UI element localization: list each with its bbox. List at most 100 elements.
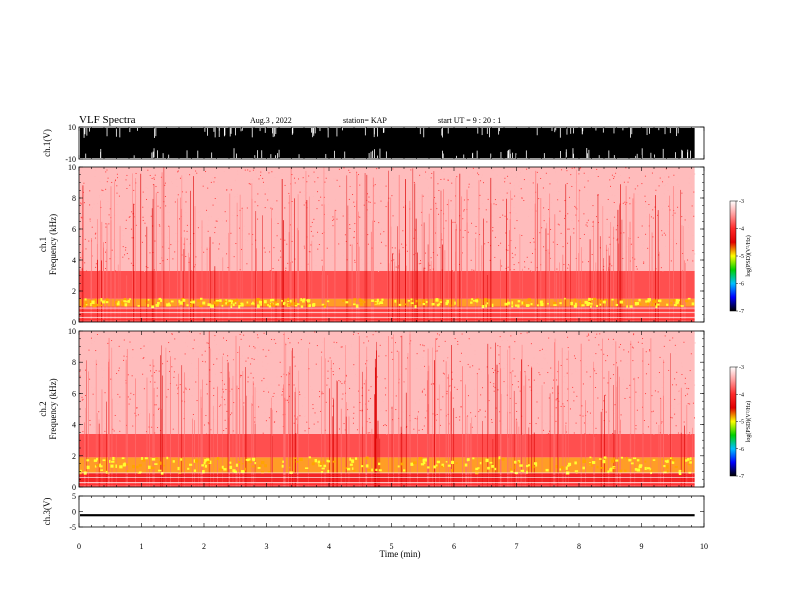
- spectrogram-speckle: [259, 195, 261, 197]
- spectrogram-speckle: [530, 400, 532, 402]
- spectrogram-hotspot: [193, 469, 196, 472]
- sferic-streak: [262, 215, 263, 322]
- spectrogram-speckle: [454, 168, 456, 170]
- spectrogram-speckle: [370, 386, 372, 388]
- spectrogram-speckle: [185, 201, 187, 203]
- spectrogram-speckle: [96, 334, 98, 336]
- ch1-dropout: [272, 128, 274, 138]
- spectrogram-speckle: [247, 339, 249, 341]
- ch1-dropout: [374, 149, 375, 158]
- sferic-streak: [98, 423, 100, 487]
- spectrogram-speckle: [82, 398, 84, 400]
- spectrogram-speckle: [567, 336, 569, 338]
- spectrogram-hotspot: [638, 298, 641, 302]
- spectrogram-speckle: [316, 416, 318, 418]
- spectrogram-speckle: [513, 264, 515, 266]
- spectrogram-speckle: [634, 258, 636, 260]
- spectrogram-speckle: [529, 386, 531, 388]
- spectrogram-speckle: [444, 404, 446, 406]
- spectrogram-speckle: [322, 410, 324, 412]
- spectrogram-speckle: [422, 195, 424, 197]
- sferic-streak: [509, 219, 511, 322]
- spectrogram-hotspot: [670, 302, 673, 304]
- spectrogram-speckle: [523, 200, 525, 202]
- spectrogram-speckle: [612, 338, 614, 340]
- spectrogram-speckle: [675, 413, 677, 415]
- spectrogram-speckle: [646, 413, 648, 415]
- spectrogram-speckle: [641, 247, 643, 249]
- spectrogram-speckle: [392, 190, 394, 192]
- spectrogram-speckle: [191, 270, 193, 272]
- spectrogram-speckle: [607, 198, 609, 200]
- spectrogram-hotspot: [281, 300, 283, 302]
- spectrogram-speckle: [598, 344, 600, 346]
- spectrogram-speckle: [385, 410, 387, 412]
- sferic-streak: [218, 271, 220, 322]
- spectrogram-speckle: [641, 225, 643, 227]
- spectrogram-speckle: [642, 406, 644, 408]
- spectrogram-speckle: [199, 333, 201, 335]
- spectrogram-hotspot: [419, 301, 421, 304]
- spectrogram-speckle: [86, 332, 88, 334]
- spectrogram-speckle: [417, 411, 419, 413]
- spectrogram-speckle: [298, 178, 300, 180]
- sferic-streak: [405, 265, 407, 322]
- spectrogram-speckle: [388, 231, 390, 233]
- sferic-streak: [628, 237, 629, 322]
- spectrogram-speckle: [417, 172, 419, 174]
- spectrogram-speckle: [383, 425, 385, 427]
- spectrogram-speckle: [317, 177, 319, 179]
- sferic-streak: [202, 379, 203, 487]
- spectrogram-speckle: [242, 332, 244, 334]
- spectrogram-speckle: [368, 389, 370, 391]
- spectrogram-speckle: [443, 170, 445, 172]
- spectrogram-speckle: [486, 194, 488, 196]
- spectrogram-speckle: [250, 363, 252, 365]
- spectrogram-speckle: [420, 384, 422, 386]
- spectrogram-speckle: [461, 252, 463, 254]
- spectrogram-speckle: [595, 172, 597, 174]
- spectrogram-speckle: [656, 422, 658, 424]
- sferic-streak: [499, 259, 501, 322]
- spectrogram-speckle: [566, 372, 568, 374]
- sferic-streak: [390, 226, 392, 322]
- spectrogram-speckle: [564, 392, 566, 394]
- spectrogram-speckle: [348, 406, 350, 408]
- spectrogram-speckle: [523, 333, 525, 335]
- spectrogram-hotspot: [394, 299, 397, 303]
- spectrogram-speckle: [514, 188, 516, 190]
- spectrogram-speckle: [210, 216, 212, 218]
- spectrogram-speckle: [233, 167, 235, 169]
- ch1-dropout: [311, 128, 313, 133]
- spectrogram-speckle: [298, 391, 300, 393]
- spectrogram-speckle: [108, 233, 110, 235]
- spectrogram-speckle: [210, 181, 212, 183]
- spectrogram-speckle: [551, 257, 553, 259]
- spectrogram-speckle: [169, 351, 171, 353]
- spectrogram-hotspot: [238, 305, 241, 309]
- spectrogram-hotspot: [313, 460, 316, 464]
- spectrogram-hotspot: [422, 459, 425, 463]
- spectrogram-hotspot: [308, 456, 311, 459]
- spectrogram-speckle: [564, 217, 566, 219]
- spectrogram-hotspot: [445, 301, 449, 305]
- spectrogram-speckle: [367, 234, 369, 236]
- spectrogram-hotspot: [588, 463, 593, 465]
- spectrogram-speckle: [591, 423, 593, 425]
- spectrogram-speckle: [518, 193, 520, 195]
- spectrogram-speckle: [353, 333, 355, 335]
- ch1-dropout: [241, 128, 243, 131]
- spectrogram-speckle: [413, 248, 415, 250]
- spectrogram-speckle: [573, 355, 575, 357]
- spectrogram-speckle: [299, 226, 301, 228]
- spectrogram-speckle: [149, 364, 151, 366]
- spectrogram-speckle: [530, 261, 532, 263]
- spectrogram-hotspot: [413, 461, 417, 465]
- spectrogram-speckle: [594, 370, 596, 372]
- spectrogram-speckle: [663, 232, 665, 234]
- spectrogram-speckle: [419, 399, 421, 401]
- spectrogram-speckle: [276, 376, 278, 378]
- spectrogram-speckle: [272, 403, 274, 405]
- spectrogram-speckle: [624, 339, 626, 341]
- spectrogram-speckle: [635, 391, 637, 393]
